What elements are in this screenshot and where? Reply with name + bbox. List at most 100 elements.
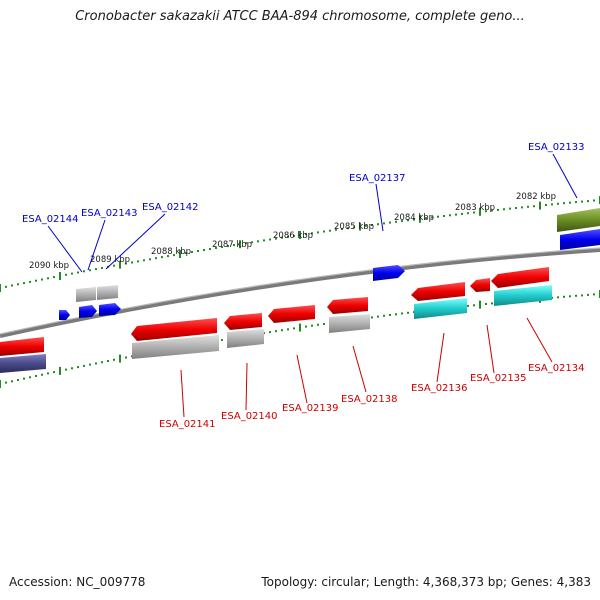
minor-tick [449,214,451,217]
major-tick [119,354,121,363]
major-tick [479,207,481,216]
gene-label-esa-02141[interactable]: ESA_02141 [159,419,216,430]
olive-feature[interactable] [557,208,600,232]
minor-tick [89,269,91,272]
reverse-gene-esa-02140[interactable] [224,313,262,330]
major-tick [479,300,481,309]
minor-tick [107,360,109,362]
minor-tick [47,372,49,375]
reverse-gene-esa-02138[interactable] [327,297,368,314]
minor-tick [563,295,565,298]
minor-tick [563,202,565,205]
minor-tick [311,324,313,327]
reverse-gene-esa-02135[interactable] [470,278,490,292]
minor-tick [53,276,55,279]
minor-tick [425,217,427,220]
minor-tick [293,234,295,237]
gray-feature[interactable] [227,329,264,348]
major-tick [179,250,181,258]
tick-label: 2085 kbp [334,222,374,232]
minor-tick [17,283,19,286]
major-tick [539,201,541,210]
tick-label: 2082 kbp [516,192,556,202]
forward-gene-esa-02144[interactable] [59,310,70,320]
gene-label-esa-02133[interactable]: ESA_02133 [528,142,585,153]
minor-tick [77,271,79,274]
minor-tick [431,216,433,219]
minor-tick [401,312,403,315]
forward-gene-esa-02143[interactable] [79,305,97,318]
minor-tick [281,236,283,239]
gene-label-esa-02137[interactable]: ESA_02137 [349,173,406,184]
minor-tick [437,215,439,218]
minor-tick [197,250,199,252]
minor-tick [167,255,169,258]
minor-tick [41,373,43,376]
gray-feature[interactable] [76,285,118,302]
reverse-leader-lines [180,317,553,418]
minor-tick [347,227,349,230]
minor-tick [575,201,577,204]
gene-label-esa-02142[interactable]: ESA_02142 [142,202,199,213]
reverse-gene-esa-02134[interactable] [491,267,549,288]
minor-tick [113,358,115,361]
minor-tick [215,247,217,249]
minor-tick [443,215,445,217]
minor-tick [473,304,475,307]
gene-label-esa-02140[interactable]: ESA_02140 [221,411,278,422]
cyan-feature[interactable] [414,298,467,319]
gene-label-esa-02136[interactable]: ESA_02136 [411,383,468,394]
minor-tick [491,302,493,305]
topology-summary-text: Topology: circular; Length: 4,368,373 bp… [261,575,591,589]
minor-tick [371,316,373,319]
minor-tick [593,199,595,202]
reverse-gene-left[interactable] [0,337,44,356]
gene-label-esa-02135[interactable]: ESA_02135 [470,373,527,384]
forward-gene-esa-02133[interactable] [560,229,600,250]
minor-tick [23,282,25,285]
minor-tick [323,323,325,325]
tick-label: 2090 kbp [29,261,69,271]
gene-label-esa-02138[interactable]: ESA_02138 [341,394,398,405]
minor-tick [293,327,295,330]
minor-tick [311,232,313,235]
minor-tick [515,207,517,209]
minor-tick [95,362,97,365]
minor-tick [305,325,307,328]
minor-tick [473,211,475,214]
forward-leader-lines [47,153,578,273]
gray-feature[interactable] [132,335,219,359]
minor-tick [467,212,469,215]
gray-feature[interactable] [329,314,370,333]
reverse-gene-esa-02141[interactable] [131,318,217,341]
reverse-gene-esa-02136[interactable] [411,282,465,301]
reverse-gene-esa-02139[interactable] [268,305,315,323]
minor-tick [251,241,253,244]
minor-tick [137,260,139,263]
minor-tick [593,293,595,296]
major-tick [299,323,301,332]
minor-tick [191,251,193,253]
minor-tick [95,268,97,271]
gene-label-esa-02139[interactable]: ESA_02139 [282,403,339,414]
cyan-feature[interactable] [494,285,552,306]
minor-tick [173,254,175,257]
minor-tick [527,205,529,208]
minor-tick [323,230,325,233]
gene-label-esa-02134[interactable]: ESA_02134 [528,363,585,374]
major-tick [119,260,121,269]
minor-tick [389,221,391,224]
minor-tick [407,311,409,314]
forward-gene-esa-02137[interactable] [373,265,405,281]
tick-ring-outer [0,196,600,292]
gene-label-esa-02143[interactable]: ESA_02143 [81,208,138,219]
navy-feature[interactable] [0,354,46,373]
forward-gene-esa-02142[interactable] [99,303,121,316]
minor-tick [11,284,13,287]
gene-label-esa-02144[interactable]: ESA_02144 [22,214,79,225]
minor-tick [377,223,379,226]
minor-tick [497,208,499,211]
minor-tick [29,376,31,379]
minor-tick [47,277,49,280]
